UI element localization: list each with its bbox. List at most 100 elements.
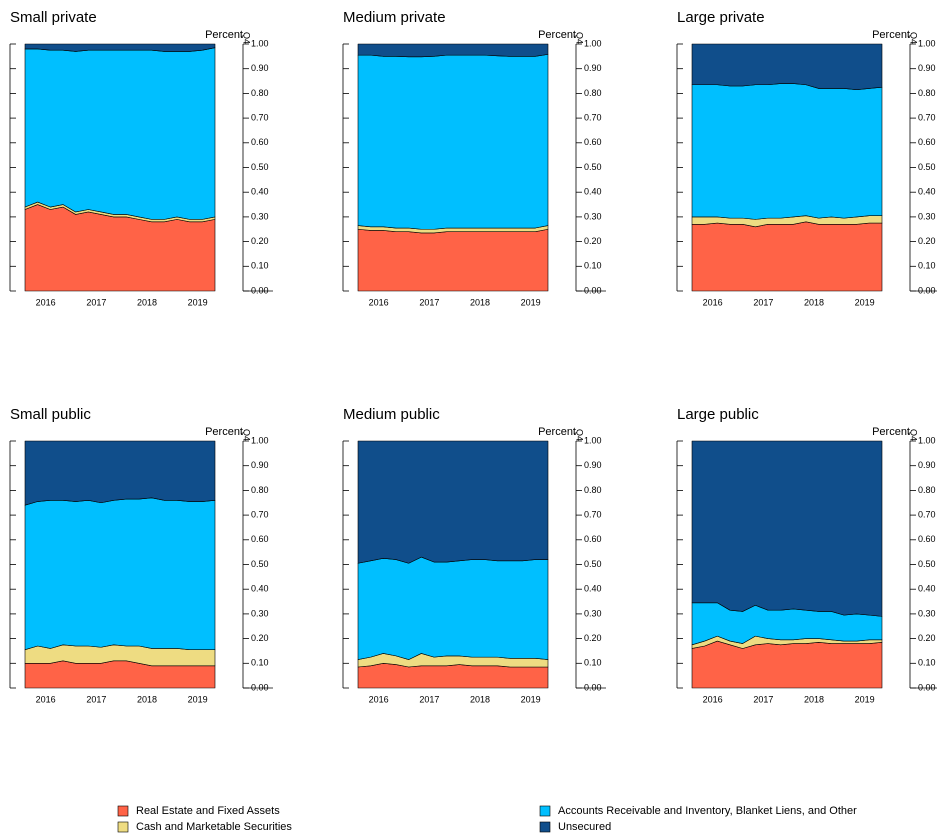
y-tick-label: 0.20 bbox=[918, 236, 936, 246]
y-tick-label: 0.20 bbox=[584, 236, 602, 246]
y-tick-label: 0.10 bbox=[584, 658, 602, 668]
y-tick-label: 0.70 bbox=[584, 112, 602, 122]
x-tick-label: 2019 bbox=[855, 694, 875, 704]
y-tick-label: 0.20 bbox=[584, 633, 602, 643]
x-tick-label: 2019 bbox=[521, 297, 541, 307]
y-tick-label: 0.00 bbox=[251, 682, 269, 692]
y-tick-label: 0.70 bbox=[584, 509, 602, 519]
area bbox=[691, 440, 883, 617]
y-tick-label: 0.00 bbox=[584, 682, 602, 692]
x-tick-label: 2019 bbox=[188, 694, 208, 704]
panel-title: Small public bbox=[10, 406, 91, 423]
x-tick-label: 2018 bbox=[804, 694, 824, 704]
y-tick-label: 0.60 bbox=[918, 137, 936, 147]
y-axis-label: Percent bbox=[538, 426, 576, 438]
y-tick-label: 0.50 bbox=[584, 559, 602, 569]
x-tick-label: 2018 bbox=[804, 297, 824, 307]
y-axis-label: Percent bbox=[872, 29, 910, 41]
x-tick-label: 2017 bbox=[86, 297, 106, 307]
panel-title: Large public bbox=[677, 406, 759, 423]
y-tick-label: 0.20 bbox=[251, 236, 269, 246]
y-tick-label: 0.40 bbox=[251, 187, 269, 197]
area bbox=[691, 640, 883, 689]
y-tick-label: 0.50 bbox=[251, 162, 269, 172]
x-tick-label: 2017 bbox=[753, 694, 773, 704]
area bbox=[357, 440, 549, 564]
y-tick-label: 0.60 bbox=[584, 137, 602, 147]
y-tick-label: 0.60 bbox=[251, 534, 269, 544]
x-tick-label: 2016 bbox=[369, 297, 389, 307]
y-axis-label: Percent bbox=[205, 29, 243, 41]
x-tick-label: 2017 bbox=[753, 297, 773, 307]
legend-label: Real Estate and Fixed Assets bbox=[136, 805, 280, 817]
y-tick-label: 1.00 bbox=[918, 38, 936, 48]
note: Q4 bbox=[575, 429, 585, 441]
area bbox=[24, 47, 216, 220]
area bbox=[357, 228, 549, 292]
x-tick-label: 2017 bbox=[419, 297, 439, 307]
y-tick-label: 0.80 bbox=[584, 485, 602, 495]
legend-label: Cash and Marketable Securities bbox=[136, 821, 292, 833]
y-tick-label: 0.30 bbox=[918, 608, 936, 618]
y-tick-label: 0.70 bbox=[918, 509, 936, 519]
note: Q4 bbox=[909, 429, 919, 441]
y-tick-label: 0.10 bbox=[918, 658, 936, 668]
y-tick-label: 0.00 bbox=[918, 682, 936, 692]
panel-title: Small private bbox=[10, 9, 97, 26]
y-tick-label: 0.50 bbox=[251, 559, 269, 569]
area bbox=[24, 440, 216, 506]
y-tick-label: 1.00 bbox=[584, 38, 602, 48]
x-tick-label: 2018 bbox=[470, 297, 490, 307]
legend-swatch bbox=[539, 805, 551, 817]
y-tick-label: 0.20 bbox=[251, 633, 269, 643]
y-tick-label: 0.70 bbox=[251, 509, 269, 519]
legend-swatch bbox=[539, 821, 551, 833]
legend-label: Unsecured bbox=[558, 821, 611, 833]
x-tick-label: 2019 bbox=[521, 694, 541, 704]
y-tick-label: 1.00 bbox=[251, 38, 269, 48]
y-tick-label: 0.90 bbox=[584, 460, 602, 470]
area bbox=[24, 43, 216, 52]
y-tick-label: 1.00 bbox=[918, 435, 936, 445]
y-tick-label: 0.80 bbox=[251, 485, 269, 495]
x-tick-label: 2019 bbox=[855, 297, 875, 307]
y-tick-label: 0.40 bbox=[918, 584, 936, 594]
x-tick-label: 2017 bbox=[86, 694, 106, 704]
y-tick-label: 0.50 bbox=[918, 162, 936, 172]
legend-swatch bbox=[117, 805, 129, 817]
y-tick-label: 0.40 bbox=[251, 584, 269, 594]
y-tick-label: 0.50 bbox=[918, 559, 936, 569]
y-axis-label: Percent bbox=[872, 426, 910, 438]
y-tick-label: 0.50 bbox=[584, 162, 602, 172]
area bbox=[357, 54, 549, 230]
y-tick-label: 0.30 bbox=[918, 211, 936, 221]
note: Q4 bbox=[909, 32, 919, 44]
legend-label: Accounts Receivable and Inventory, Blank… bbox=[558, 805, 857, 817]
y-tick-label: 0.10 bbox=[251, 658, 269, 668]
y-tick-label: 0.40 bbox=[918, 187, 936, 197]
x-tick-label: 2016 bbox=[703, 297, 723, 307]
legend-swatch bbox=[117, 821, 129, 833]
y-tick-label: 0.20 bbox=[918, 633, 936, 643]
x-tick-label: 2016 bbox=[369, 694, 389, 704]
y-tick-label: 0.60 bbox=[918, 534, 936, 544]
area bbox=[691, 83, 883, 220]
area bbox=[691, 43, 883, 90]
y-tick-label: 0.30 bbox=[584, 608, 602, 618]
note: Q4 bbox=[242, 429, 252, 441]
y-tick-label: 0.70 bbox=[918, 112, 936, 122]
panel-title: Medium private bbox=[343, 9, 446, 26]
note: Q4 bbox=[242, 32, 252, 44]
y-tick-label: 0.00 bbox=[251, 285, 269, 295]
area bbox=[357, 43, 549, 58]
panel-title: Medium public bbox=[343, 406, 440, 423]
y-tick-label: 1.00 bbox=[584, 435, 602, 445]
x-tick-label: 2018 bbox=[137, 694, 157, 704]
